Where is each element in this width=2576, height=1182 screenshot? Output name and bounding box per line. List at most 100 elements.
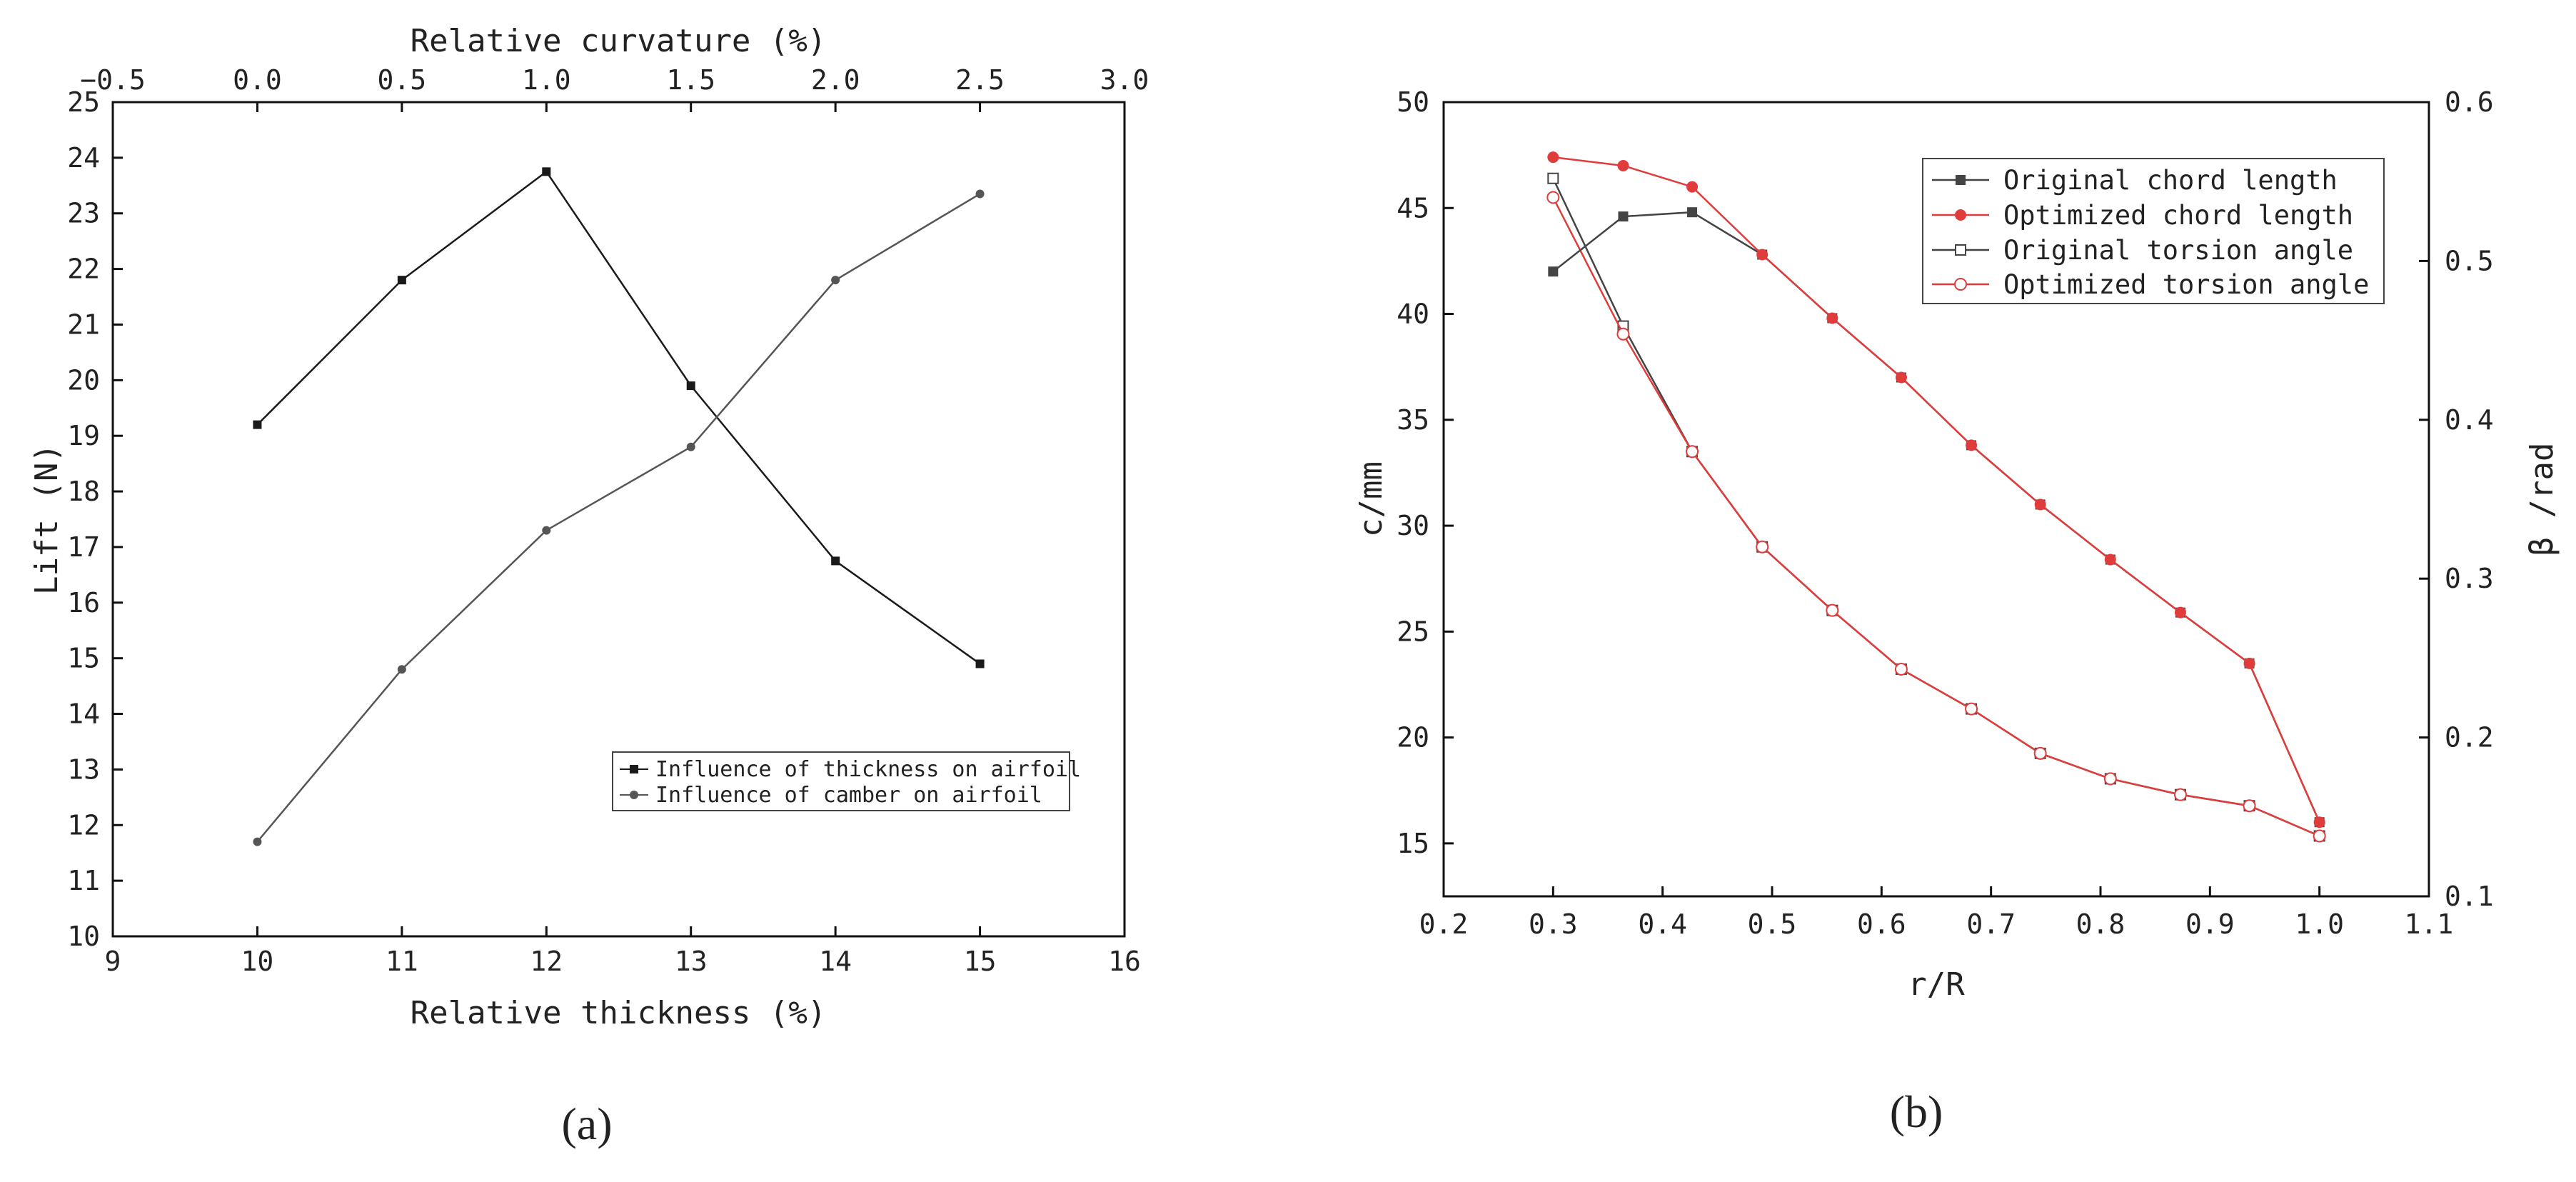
y-tick-label: 16 [67, 587, 100, 618]
series-line-1 [256, 193, 981, 843]
x-tick-label: 0.8 [2076, 908, 2125, 940]
series-line-0 [256, 170, 981, 665]
x2-tick-label: 2.0 [811, 64, 860, 96]
chart-b-x-title: r/R [1908, 966, 1965, 1003]
chart-a-y-title: Lift (N) [29, 444, 65, 595]
y-tick-label: 12 [67, 809, 100, 841]
data-point-3-7 [2033, 746, 2047, 760]
x-tick-label: 12 [530, 946, 563, 977]
data-point-1-10 [2243, 657, 2255, 669]
y2-tick-label: 0.2 [2445, 722, 2494, 753]
y-tick-label: 40 [1397, 299, 1429, 330]
chart-a-series [253, 167, 985, 846]
data-point-3-8 [2103, 772, 2117, 786]
x-tick-label: 0.9 [2185, 908, 2235, 940]
y-tick-label: 11 [67, 865, 100, 896]
y-tick-label: 17 [67, 531, 100, 563]
data-point-3-0 [1546, 191, 1560, 204]
legend-open-circle-marker [1954, 278, 1967, 291]
chart-a-legend-label-1: Influence of camber on airfoil [655, 783, 1042, 808]
data-point-3-10 [2243, 799, 2256, 813]
data-point-0-1 [1618, 211, 1629, 222]
chart-a-axes: 9 10 11 12 13 14 15 16−0.5 0.0 0.5 1.0 1.5 2.0 2.5 3.0… [67, 64, 1149, 977]
x2-tick-label: 1.0 [522, 64, 571, 96]
chart-a-x-title: Relative thickness (%) [411, 995, 827, 1031]
data-point-3-11 [2313, 829, 2326, 843]
x-tick-label: 11 [386, 946, 418, 977]
data-point-0-5 [975, 659, 985, 668]
chart-b-legend-label-3: Optimized torsion angle [2003, 269, 2369, 300]
data-point-0-0 [253, 420, 262, 429]
chart-b-frame [1442, 101, 2430, 898]
chart-a-x2-title: Relative curvature (%) [411, 23, 827, 59]
series-line-3 [1552, 196, 2320, 837]
y2-tick-label: 0.5 [2445, 245, 2494, 276]
x-tick-label: 0.4 [1638, 908, 1687, 940]
chart-b: 0.2 0.3 0.4 0.5 0.6 0.7 0.8 0.9 1.0 1.1 15 20 25 30 35… [1353, 86, 2560, 1137]
x2-tick-label: 2.5 [955, 64, 1005, 96]
data-point-1-9 [2174, 606, 2186, 618]
y-tick-label: 18 [67, 476, 100, 507]
x-tick-label: 9 [105, 946, 121, 977]
data-point-1-1 [397, 665, 406, 674]
x-tick-label: 16 [1108, 946, 1141, 977]
data-point-0-0 [1548, 266, 1559, 277]
chart-b-axes: 0.2 0.3 0.4 0.5 0.6 0.7 0.8 0.9 1.0 1.1 15 20 25 30 35… [1397, 86, 2493, 940]
chart-b-legend-item-optimized-torsion: Optimized torsion angle [1932, 269, 2369, 300]
data-point-0-2 [542, 167, 551, 176]
data-point-3-3 [1756, 540, 1769, 554]
chart-b-caption: (b) [1890, 1086, 1943, 1137]
data-point-3-6 [1965, 702, 1978, 716]
data-point-3-1 [1616, 327, 1630, 341]
data-point-1-2 [542, 526, 551, 535]
y-tick-label: 35 [1397, 404, 1429, 436]
x-tick-label: 15 [964, 946, 997, 977]
data-point-1-4 [1826, 312, 1838, 324]
x-tick-label: 13 [675, 946, 708, 977]
chart-b-legend-label-0: Original chord length [2003, 165, 2338, 196]
y-tick-label: 15 [1397, 828, 1429, 859]
y2-tick-label: 0.3 [2445, 563, 2494, 594]
x-tick-label: 14 [819, 946, 852, 977]
chart-a: 9 10 11 12 13 14 15 16−0.5 0.0 0.5 1.0 1.5 2.0 2.5 3.0… [29, 23, 1149, 1149]
chart-b-legend: Original chord length Optimized chord le… [1922, 158, 2385, 304]
x-tick-label: 0.3 [1529, 908, 1578, 940]
chart-b-y2-title: β /rad [2524, 443, 2560, 556]
y-tick-label: 22 [67, 254, 100, 285]
chart-b-legend-item-original-chord: Original chord length [1932, 165, 2338, 196]
y2-tick-label: 0.6 [2445, 86, 2494, 118]
data-point-0-2 [1687, 207, 1698, 218]
data-point-1-0 [253, 837, 262, 846]
data-point-0-3 [686, 381, 695, 391]
x2-tick-label: 1.5 [666, 64, 715, 96]
data-point-1-8 [2104, 554, 2116, 566]
legend-square-marker [630, 765, 638, 773]
data-point-1-6 [1966, 439, 1978, 451]
y-tick-label: 24 [67, 142, 100, 174]
legend-square-marker [1956, 175, 1966, 185]
data-point-3-9 [2173, 788, 2187, 801]
y-tick-label: 19 [67, 420, 100, 451]
chart-a-legend-label-0: Influence of thickness on airfoil [655, 757, 1081, 782]
chart-b-series [1546, 151, 2326, 843]
legend-open-square-marker [1955, 244, 1966, 256]
y-tick-label: 20 [1397, 722, 1429, 753]
data-point-3-5 [1894, 662, 1908, 676]
data-point-1-2 [1686, 181, 1699, 193]
x-tick-label: 0.6 [1857, 908, 1906, 940]
chart-a-legend-box [612, 751, 1070, 811]
y2-tick-label: 0.1 [2445, 881, 2494, 912]
x-tick-label: 0.5 [1748, 908, 1797, 940]
chart-b-legend-item-original-torsion: Original torsion angle [1932, 235, 2353, 266]
x2-tick-label: 0.5 [378, 64, 427, 96]
y-tick-label: 45 [1397, 192, 1429, 224]
data-point-1-3 [686, 442, 695, 451]
chart-a-caption: (a) [561, 1098, 612, 1149]
data-point-1-5 [975, 189, 985, 199]
y-tick-label: 23 [67, 198, 100, 229]
chart-b-y-title: c/mm [1353, 461, 1389, 537]
data-point-3-2 [1686, 445, 1699, 459]
chart-b-legend-label-1: Optimized chord length [2003, 200, 2353, 231]
x-tick-label: 1.0 [2295, 908, 2344, 940]
